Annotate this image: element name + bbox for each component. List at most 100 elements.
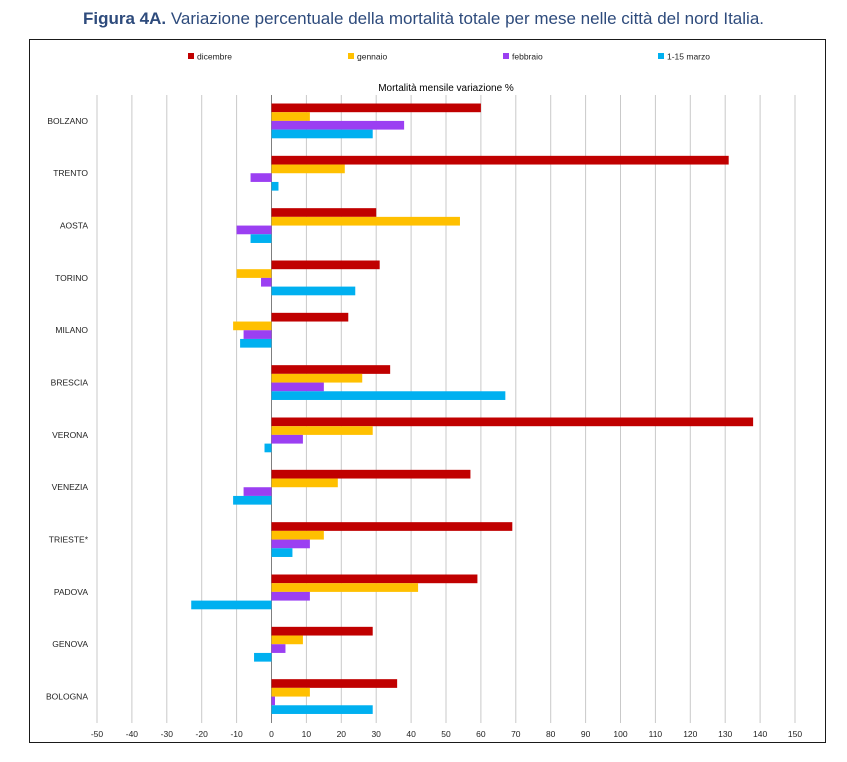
x-tick-label: 70 [511, 729, 521, 739]
x-tick-label: 110 [649, 729, 663, 739]
bar [271, 260, 380, 270]
category-label: TRENTO [53, 168, 88, 178]
bar [271, 478, 338, 488]
bar [264, 443, 272, 453]
bar [271, 696, 275, 706]
category-label: BRESCIA [51, 378, 89, 388]
bar [271, 626, 373, 636]
x-tick-label: 90 [581, 729, 591, 739]
bar [191, 600, 272, 610]
category-label: PADOVA [54, 587, 88, 597]
category-label: AOSTA [60, 221, 89, 231]
x-tick-label: 100 [613, 729, 627, 739]
legend-swatch [348, 53, 354, 59]
x-tick-label: -30 [161, 729, 174, 739]
legend-swatch [503, 53, 509, 59]
category-label: TRIESTE* [49, 535, 89, 545]
bar [271, 574, 478, 584]
bar [271, 644, 286, 653]
x-tick-label: 0 [269, 729, 274, 739]
bar [271, 679, 398, 688]
x-tick-label: 80 [546, 729, 556, 739]
legend-label: dicembre [197, 52, 232, 62]
bar [271, 391, 506, 400]
figure-title-label: Figura 4A. [83, 9, 167, 28]
bar [271, 548, 293, 557]
x-tick-label: -20 [196, 729, 209, 739]
legend-label: gennaio [357, 52, 388, 62]
bar [271, 382, 324, 392]
bar [271, 705, 373, 714]
bar [271, 129, 373, 139]
bar [271, 530, 324, 540]
category-label: BOLZANO [47, 116, 88, 126]
figure-title-text: Variazione percentuale della mortalità t… [170, 9, 764, 28]
bar [233, 321, 272, 331]
x-tick-label: 60 [476, 729, 486, 739]
bar [271, 635, 303, 645]
x-tick-label: 40 [406, 729, 416, 739]
bar [271, 164, 345, 174]
bar [254, 652, 272, 662]
x-tick-label: -10 [230, 729, 243, 739]
bar [250, 234, 272, 243]
category-label: GENOVA [52, 639, 88, 649]
bar [271, 426, 373, 435]
bar [271, 417, 754, 427]
bar [271, 591, 310, 601]
bar [271, 539, 310, 549]
x-tick-label: 150 [788, 729, 802, 739]
bar [271, 208, 377, 217]
x-tick-label: -40 [126, 729, 139, 739]
x-tick-label: 10 [302, 729, 312, 739]
x-tick-label: -50 [91, 729, 104, 739]
bar [271, 103, 481, 113]
category-label: MILANO [55, 325, 88, 335]
bar [271, 181, 279, 191]
bar [236, 225, 272, 235]
bar [240, 338, 272, 348]
legend-swatch [188, 53, 194, 59]
bar [250, 173, 272, 182]
bar [271, 155, 729, 165]
bar [271, 312, 349, 322]
category-label: TORINO [55, 273, 88, 283]
chart-title: Mortalità mensile variazione % [378, 83, 514, 94]
bar [243, 330, 272, 339]
bar [261, 277, 272, 287]
bar [271, 373, 363, 383]
bar [271, 112, 310, 121]
category-label: VENEZIA [52, 482, 89, 492]
category-label: VERONA [52, 430, 88, 440]
category-label: BOLOGNA [46, 692, 88, 702]
bar [271, 469, 471, 479]
legend-swatch [658, 53, 664, 59]
chart-grid [96, 95, 796, 723]
bar [233, 495, 272, 505]
bar [271, 434, 303, 444]
bar [271, 522, 513, 531]
bar [271, 365, 391, 374]
x-tick-label: 120 [683, 729, 697, 739]
bar [271, 286, 356, 296]
x-tick-label: 140 [753, 729, 767, 739]
bar [271, 687, 310, 697]
figure-title: Figura 4A. Variazione percentuale della … [0, 9, 847, 29]
y-axis-labels: BOLZANO TRENTO AOSTA TORINO MILANO BRESCIA VER… [46, 116, 89, 702]
bar [243, 487, 272, 496]
bar [271, 583, 419, 592]
chart-bars [191, 103, 754, 714]
legend-label: 1-15 marzo [667, 52, 710, 62]
x-tick-label: 30 [371, 729, 381, 739]
x-tick-label: 130 [718, 729, 732, 739]
x-tick-label: 20 [337, 729, 347, 739]
bar [236, 269, 272, 278]
chart-legend: dicembre gennaio febbraio 1-15 marzo [188, 52, 710, 62]
chart-frame: dicembre gennaio febbraio 1-15 marzo Mortal… [29, 39, 826, 743]
bar [271, 216, 460, 226]
bar-chart: dicembre gennaio febbraio 1-15 marzo Mortal… [46, 52, 803, 740]
legend-label: febbraio [512, 52, 543, 62]
x-axis-labels: -50 -40 -30 -20 -10 0 10 20 30 40 50 60 70 80 90 100 110… [91, 729, 803, 739]
x-tick-label: 50 [441, 729, 451, 739]
bar [271, 120, 405, 130]
